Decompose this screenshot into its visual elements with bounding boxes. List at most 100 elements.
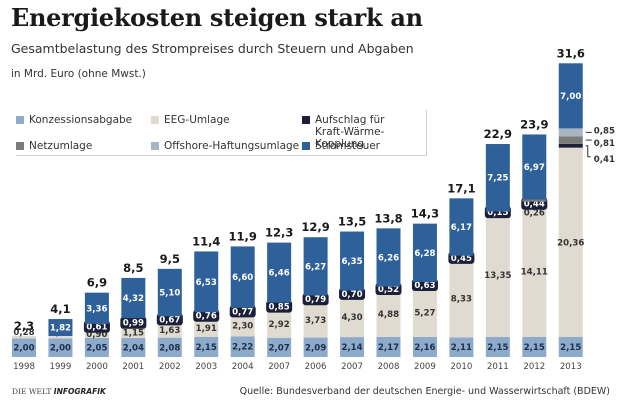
bar-segment-konzession bbox=[485, 337, 510, 357]
total-label: 31,6 bbox=[557, 46, 585, 60]
data-label-konzession: 2,15 bbox=[560, 343, 581, 353]
bar-segment-eeg bbox=[194, 319, 219, 338]
data-label-eeg: 1,15 bbox=[123, 329, 144, 339]
legend-swatch-offshore bbox=[151, 142, 159, 150]
data-label-konzession: 2,09 bbox=[305, 343, 326, 353]
data-label-konzession: 2,11 bbox=[451, 343, 472, 353]
bar-segment-eeg bbox=[376, 291, 401, 337]
total-label: 11,4 bbox=[192, 234, 220, 248]
bar-segment-konzession bbox=[522, 337, 547, 357]
data-label-strom: 6,97 bbox=[524, 163, 545, 173]
year-label: 2011 bbox=[487, 362, 509, 372]
legend-label: EEG-Umlage bbox=[164, 114, 230, 126]
total-label: 2,3 bbox=[14, 319, 34, 333]
bar-segment-strom bbox=[449, 198, 474, 256]
legend-label: Stromsteuer bbox=[315, 140, 380, 152]
bar-segment-konzession bbox=[230, 336, 255, 357]
total-label: 4,1 bbox=[50, 302, 70, 316]
data-label-strom: 6,35 bbox=[341, 257, 362, 267]
total-label: 12,3 bbox=[265, 226, 293, 240]
data-label-eeg: 0,90 bbox=[86, 330, 107, 340]
data-label-eeg: 8,33 bbox=[451, 295, 472, 305]
welt-infografik-logo: DIE WELT INFOGRAFIK bbox=[12, 387, 106, 396]
legend-item-kwk: Aufschlag für Kraft-Wärme-Kopplung bbox=[302, 114, 426, 150]
data-label-strom: 6,17 bbox=[451, 223, 472, 233]
bar-segment-konzession bbox=[121, 338, 146, 357]
total-label: 13,5 bbox=[338, 215, 366, 229]
kwk-label-bg bbox=[229, 305, 256, 318]
data-label-konzession: 2,07 bbox=[269, 343, 290, 353]
total-label: 14,3 bbox=[411, 207, 439, 221]
data-label-strom: 5,10 bbox=[159, 289, 180, 299]
legend-label: Netzumlage bbox=[29, 140, 93, 152]
total-label: 13,8 bbox=[374, 211, 402, 225]
bar-segment-eeg bbox=[485, 212, 510, 338]
year-label: 2007 bbox=[341, 362, 363, 372]
bar-segment-strom bbox=[194, 251, 219, 313]
data-label-eeg: 14,11 bbox=[521, 267, 548, 277]
bar-segment-strom bbox=[558, 63, 583, 129]
source-note: Quelle: Bundesverband der deutschen Ener… bbox=[239, 386, 610, 397]
logo-bold: INFOGRAFIK bbox=[53, 387, 106, 396]
data-label-kwk: 0,61 bbox=[86, 323, 107, 333]
year-label: 2013 bbox=[560, 362, 582, 372]
data-label-kwk: 0,70 bbox=[341, 290, 362, 300]
bar-segment-eeg bbox=[157, 322, 182, 338]
bar-segment-strom bbox=[84, 292, 109, 324]
data-label-eeg: 2,92 bbox=[269, 320, 290, 330]
legend-label-line2: Kraft-Wärme-Kopplung bbox=[315, 126, 385, 150]
bar-segment-eeg bbox=[267, 310, 292, 338]
bar-segment-strom bbox=[376, 228, 401, 287]
data-label-eeg: 4,88 bbox=[378, 310, 399, 320]
kwk-label-bg bbox=[266, 300, 293, 313]
data-label-strom: 3,36 bbox=[86, 304, 107, 314]
bar-segment-strom bbox=[412, 223, 437, 283]
bar-segment-eeg bbox=[303, 302, 328, 338]
legend-swatch-eeg bbox=[151, 116, 159, 124]
total-label: 8,5 bbox=[123, 261, 143, 275]
bar-segment-konzession bbox=[157, 337, 182, 357]
bar-segment-eeg bbox=[340, 297, 365, 338]
data-label-kwk: 0,77 bbox=[232, 307, 253, 317]
total-label: 11,9 bbox=[229, 229, 257, 243]
chart-title: Energiekosten steigen stark an bbox=[11, 3, 423, 32]
bar-segment-eeg bbox=[522, 205, 547, 338]
bar-segment-offshore bbox=[558, 128, 583, 137]
kwk-label-bg bbox=[339, 287, 366, 300]
data-label-konzession: 2,08 bbox=[159, 343, 180, 353]
legend-swatch-netz bbox=[16, 142, 24, 150]
legend-item-konzession: Konzessionsabgabe bbox=[16, 114, 132, 126]
bar-segment-netz bbox=[558, 136, 583, 144]
bar-segment-eeg bbox=[48, 335, 73, 339]
data-label-strom: 6,53 bbox=[196, 278, 217, 288]
bar-segment-strom bbox=[48, 319, 73, 336]
year-label: 2012 bbox=[523, 362, 545, 372]
logo-text: DIE WELT bbox=[12, 387, 52, 396]
total-label: 17,1 bbox=[447, 181, 475, 195]
data-label-strom: 7,25 bbox=[487, 174, 508, 184]
data-label-kwk: 0,99 bbox=[123, 319, 144, 329]
bar-segment-strom bbox=[303, 237, 328, 296]
data-label-eeg: 2,30 bbox=[232, 322, 253, 332]
legend-item-netz: Netzumlage bbox=[16, 140, 92, 152]
data-label-strom: 7,00 bbox=[560, 92, 581, 102]
data-label-konzession: 2,17 bbox=[378, 343, 399, 353]
bar-segment-konzession bbox=[194, 337, 219, 357]
callout-label-kwk: 0,41 bbox=[594, 155, 615, 165]
data-label-kwk: 0,63 bbox=[414, 281, 435, 291]
year-label: 2002 bbox=[159, 362, 181, 372]
year-label: 2003 bbox=[195, 362, 217, 372]
data-label-strom: 6,28 bbox=[414, 249, 435, 259]
legend-swatch-kwk bbox=[302, 116, 310, 124]
data-label-kwk: 0,52 bbox=[378, 285, 399, 295]
legend-item-offshore: Offshore-Haftungsumlage bbox=[151, 140, 299, 152]
year-label: 2006 bbox=[305, 362, 327, 372]
data-label-konzession: 2,15 bbox=[524, 343, 545, 353]
data-label-strom: 6,46 bbox=[269, 269, 290, 279]
year-label: 2010 bbox=[450, 362, 472, 372]
data-label-eeg: 1,91 bbox=[196, 324, 217, 334]
year-label: 2001 bbox=[122, 362, 144, 372]
data-label-kwk: 0,79 bbox=[305, 295, 326, 305]
data-label-konzession: 2,22 bbox=[232, 343, 253, 353]
